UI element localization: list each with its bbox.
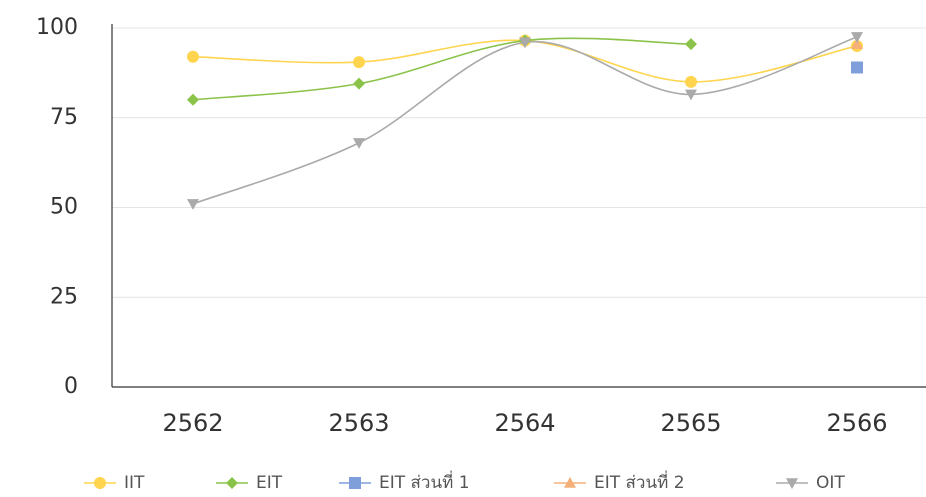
legend-marker xyxy=(226,477,238,489)
x-tick-label: 2563 xyxy=(328,409,389,437)
data-point xyxy=(187,50,199,63)
data-point xyxy=(851,61,863,74)
legend-label: EIT xyxy=(256,473,283,493)
data-point xyxy=(187,93,199,106)
series-line xyxy=(192,37,692,101)
legend-label: OIT xyxy=(816,473,845,493)
legend-marker xyxy=(564,477,576,488)
legend-marker xyxy=(349,477,361,489)
x-tick-label: 2564 xyxy=(494,409,555,437)
legend-marker xyxy=(94,477,106,489)
legend-marker xyxy=(786,478,798,489)
data-point xyxy=(685,89,697,101)
x-tick-label: 2562 xyxy=(162,409,223,437)
data-point xyxy=(685,38,697,51)
data-point xyxy=(851,32,863,43)
legend-label: EIT ส่วนที่ 1 xyxy=(379,470,470,493)
y-tick-label: 75 xyxy=(50,105,78,130)
data-point xyxy=(353,77,365,90)
x-tick-label: 2565 xyxy=(660,409,721,437)
x-tick-label: 2566 xyxy=(826,409,887,437)
data-point xyxy=(519,37,531,49)
legend-label: IIT xyxy=(124,473,145,493)
y-tick-label: 0 xyxy=(64,374,78,399)
data-point xyxy=(187,199,199,210)
y-tick-label: 25 xyxy=(50,284,78,309)
data-point xyxy=(353,138,365,149)
legend-label: EIT ส่วนที่ 2 xyxy=(594,470,685,493)
data-point xyxy=(685,75,697,88)
y-tick-label: 50 xyxy=(50,195,78,220)
data-point xyxy=(353,56,365,69)
y-tick-label: 100 xyxy=(36,15,78,40)
data-point xyxy=(851,38,863,49)
